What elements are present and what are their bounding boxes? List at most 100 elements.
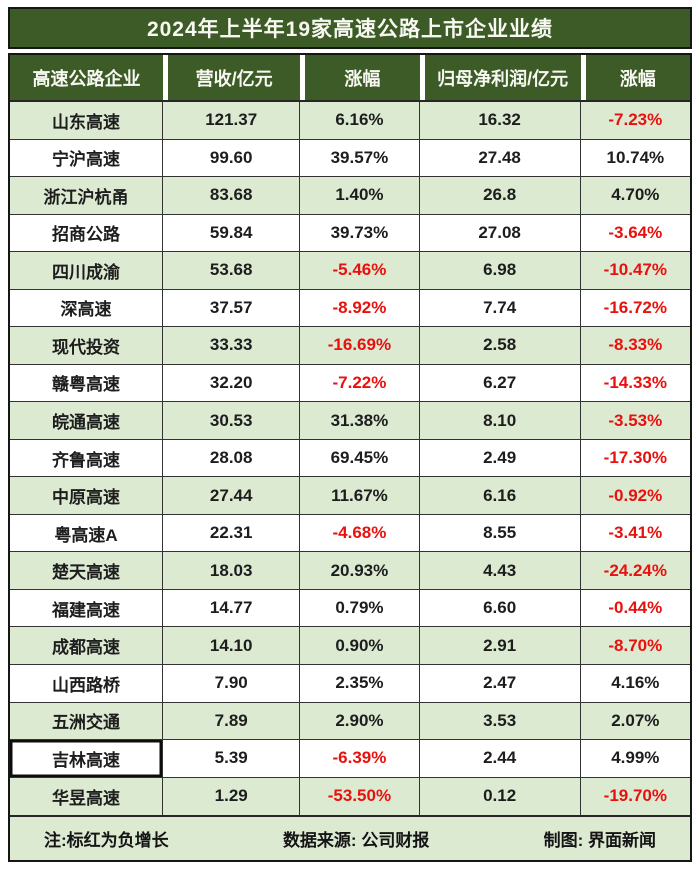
table-row: 华昱高速 1.29 -53.50% 0.12 -19.70%: [10, 777, 690, 816]
company-cell: 山西路桥: [10, 664, 164, 703]
profit-cell: 2.91: [419, 627, 581, 665]
footer-note: 注:标红为负增长: [44, 831, 169, 850]
profit-cell: 4.43: [419, 552, 581, 590]
revenue-change-cell: 69.45%: [300, 439, 420, 478]
table-row: 五洲交通 7.89 2.90% 3.53 2.07%: [10, 702, 690, 741]
performance-table-infographic: 2024年上半年19家高速公路上市企业业绩 高速公路企业 营收/亿元 涨幅 归母…: [8, 7, 692, 862]
revenue-cell: 53.68: [163, 252, 301, 290]
table-row: 齐鲁高速 28.08 69.45% 2.49 -17.30%: [10, 439, 690, 478]
table-row: 山东高速 121.37 6.16% 16.32 -7.23%: [10, 102, 690, 140]
revenue-change-cell: 2.90%: [300, 702, 420, 741]
table-row: 吉林高速 5.39 -6.39% 2.44 4.99%: [10, 740, 690, 778]
column-header-profit: 归母净利润/亿元: [419, 55, 581, 100]
revenue-change-cell: 39.73%: [300, 214, 420, 253]
profit-cell: 27.48: [419, 139, 581, 178]
revenue-change-cell: 0.90%: [300, 627, 420, 665]
company-cell: 福建高速: [10, 589, 164, 628]
company-cell: 浙江沪杭甬: [10, 177, 164, 215]
title-divider: [8, 49, 692, 53]
profit-change-cell: -14.33%: [580, 364, 690, 403]
profit-cell: 3.53: [419, 702, 581, 741]
profit-change-cell: -10.47%: [580, 252, 690, 290]
table-header-row: 高速公路企业 营收/亿元 涨幅 归母净利润/亿元 涨幅: [10, 55, 690, 102]
revenue-change-cell: 0.79%: [300, 589, 420, 628]
column-header-company: 高速公路企业: [10, 55, 164, 100]
company-cell: 山东高速: [10, 102, 164, 140]
table-row: 赣粤高速 32.20 -7.22% 6.27 -14.33%: [10, 364, 690, 403]
revenue-change-cell: -16.69%: [300, 327, 420, 365]
profit-change-cell: -3.64%: [580, 214, 690, 253]
profit-cell: 0.12: [419, 777, 581, 816]
company-cell: 华昱高速: [10, 777, 164, 816]
profit-change-cell: -24.24%: [580, 552, 690, 590]
profit-change-cell: -0.44%: [580, 589, 690, 628]
company-cell: 五洲交通: [10, 702, 164, 741]
revenue-cell: 59.84: [163, 214, 301, 253]
table-row: 四川成渝 53.68 -5.46% 6.98 -10.47%: [10, 252, 690, 290]
profit-change-cell: 4.99%: [580, 740, 690, 778]
profit-cell: 2.47: [419, 664, 581, 703]
revenue-change-cell: -4.68%: [300, 514, 420, 553]
table-row: 成都高速 14.10 0.90% 2.91 -8.70%: [10, 627, 690, 665]
profit-cell: 8.10: [419, 402, 581, 440]
revenue-cell: 22.31: [163, 514, 301, 553]
company-cell: 赣粤高速: [10, 364, 164, 403]
company-cell: 成都高速: [10, 627, 164, 665]
profit-cell: 16.32: [419, 102, 581, 140]
profit-cell: 26.8: [419, 177, 581, 215]
profit-change-cell: 4.16%: [580, 664, 690, 703]
company-cell: 深高速: [10, 289, 164, 328]
profit-change-cell: -8.70%: [580, 627, 690, 665]
table-row: 现代投资 33.33 -16.69% 2.58 -8.33%: [10, 327, 690, 365]
revenue-change-cell: 6.16%: [300, 102, 420, 140]
profit-change-cell: -16.72%: [580, 289, 690, 328]
profit-change-cell: -0.92%: [580, 477, 690, 515]
company-cell: 中原高速: [10, 477, 164, 515]
profit-change-cell: -3.41%: [580, 514, 690, 553]
company-cell: 四川成渝: [10, 252, 164, 290]
footer-source: 数据来源: 公司财报: [282, 831, 430, 850]
company-cell: 粤高速A: [10, 514, 164, 553]
profit-cell: 6.98: [419, 252, 581, 290]
table-row: 粤高速A 22.31 -4.68% 8.55 -3.41%: [10, 514, 690, 553]
revenue-cell: 33.33: [163, 327, 301, 365]
revenue-change-cell: 39.57%: [300, 139, 420, 178]
revenue-cell: 1.29: [163, 777, 301, 816]
table-row: 浙江沪杭甬 83.68 1.40% 26.8 4.70%: [10, 177, 690, 215]
table-title: 2024年上半年19家高速公路上市企业业绩: [8, 7, 692, 49]
company-cell: 楚天高速: [10, 552, 164, 590]
profit-change-cell: -8.33%: [580, 327, 690, 365]
profit-cell: 6.27: [419, 364, 581, 403]
revenue-cell: 28.08: [163, 439, 301, 478]
revenue-cell: 99.60: [163, 139, 301, 178]
company-cell: 齐鲁高速: [10, 439, 164, 478]
revenue-cell: 18.03: [163, 552, 301, 590]
profit-change-cell: 2.07%: [580, 702, 690, 741]
revenue-change-cell: -7.22%: [300, 364, 420, 403]
table-row: 深高速 37.57 -8.92% 7.74 -16.72%: [10, 289, 690, 328]
profit-cell: 6.60: [419, 589, 581, 628]
company-cell: 现代投资: [10, 327, 164, 365]
profit-change-cell: 10.74%: [580, 139, 690, 178]
revenue-cell: 14.77: [163, 589, 301, 628]
revenue-cell: 5.39: [163, 740, 301, 778]
column-header-revenue-change: 涨幅: [300, 55, 420, 100]
company-cell: 招商公路: [10, 214, 164, 253]
profit-change-cell: 4.70%: [580, 177, 690, 215]
revenue-cell: 121.37: [163, 102, 301, 140]
table-row: 皖通高速 30.53 31.38% 8.10 -3.53%: [10, 402, 690, 440]
profit-cell: 2.44: [419, 740, 581, 778]
revenue-change-cell: 1.40%: [300, 177, 420, 215]
table-row: 中原高速 27.44 11.67% 6.16 -0.92%: [10, 477, 690, 515]
revenue-cell: 7.89: [163, 702, 301, 741]
revenue-change-cell: 20.93%: [300, 552, 420, 590]
footer-credit: 制图: 界面新闻: [543, 831, 656, 850]
table-row: 山西路桥 7.90 2.35% 2.47 4.16%: [10, 664, 690, 703]
revenue-change-cell: 2.35%: [300, 664, 420, 703]
revenue-cell: 37.57: [163, 289, 301, 328]
table: 高速公路企业 营收/亿元 涨幅 归母净利润/亿元 涨幅 山东高速 121.37 6.…: [8, 53, 692, 862]
table-row: 楚天高速 18.03 20.93% 4.43 -24.24%: [10, 552, 690, 590]
revenue-change-cell: -53.50%: [300, 777, 420, 816]
company-cell: 宁沪高速: [10, 139, 164, 178]
revenue-change-cell: 11.67%: [300, 477, 420, 515]
